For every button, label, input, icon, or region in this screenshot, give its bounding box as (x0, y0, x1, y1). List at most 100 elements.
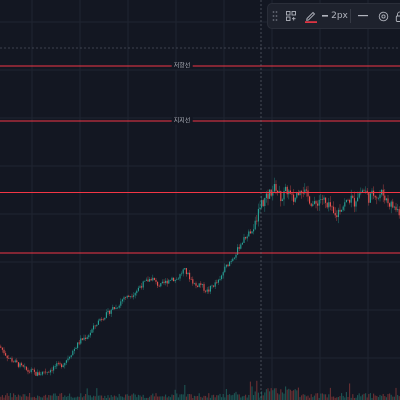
volume-bar (339, 396, 341, 400)
settings-icon[interactable] (373, 4, 393, 28)
candle-body (246, 236, 248, 239)
select-template-icon[interactable] (282, 4, 300, 28)
candle-body (48, 371, 50, 373)
candle-body (398, 209, 400, 216)
volume-bar (75, 397, 77, 400)
volume-bar (206, 397, 208, 400)
toolbar-divider (350, 9, 351, 23)
candle-body (323, 197, 325, 200)
volume-bar (323, 394, 325, 400)
volume-bar (203, 395, 205, 400)
candle-body (214, 282, 216, 287)
candle-body (278, 191, 280, 193)
volume-bar (313, 395, 315, 400)
volume-bar (365, 393, 367, 400)
volume-bar (181, 394, 183, 400)
volume-bar (366, 397, 368, 400)
volume-bar (309, 397, 311, 400)
candle-body (150, 279, 152, 281)
candle-body (217, 279, 219, 283)
drag-handle-icon[interactable] (268, 4, 282, 28)
volume-bar (89, 395, 91, 400)
volume-bar (153, 396, 155, 400)
candle-body (43, 371, 45, 373)
volume-bar (272, 390, 274, 400)
volume-bar (265, 389, 267, 400)
candle-body (232, 258, 234, 261)
candle-body (216, 282, 218, 283)
volume-bar (305, 396, 307, 400)
volume-bar (217, 395, 219, 400)
candle-body (134, 293, 136, 296)
candle-body (155, 279, 157, 282)
candle-body (211, 285, 213, 287)
volume-bar (86, 388, 88, 400)
volume-bar (155, 393, 157, 400)
volume-bar (373, 393, 375, 400)
volume-bar (209, 397, 211, 400)
volume-bars (0, 380, 400, 400)
candle-body (297, 192, 299, 196)
candle-body (304, 189, 306, 194)
candle-body (5, 353, 7, 356)
volume-bar (56, 395, 58, 400)
volume-bar (85, 394, 87, 400)
candle-body (329, 202, 331, 207)
candle-body (85, 337, 87, 339)
volume-bar (139, 395, 141, 400)
volume-bar (360, 396, 362, 400)
volume-bar (357, 395, 359, 400)
candle-body (305, 189, 307, 191)
volume-bar (312, 397, 314, 400)
candle-body (78, 342, 80, 344)
volume-bar (126, 394, 128, 400)
volume-bar (198, 393, 200, 400)
volume-bar (361, 394, 363, 400)
candle-body (17, 362, 19, 367)
candle-body (317, 203, 319, 206)
candle-body (142, 281, 144, 288)
candle-body (77, 342, 79, 348)
candle-body (70, 355, 72, 357)
candle-body (86, 337, 88, 339)
candle-body (275, 184, 277, 191)
candle-body (67, 358, 69, 361)
volume-bar (352, 394, 354, 400)
candle-body (241, 242, 243, 245)
candle-body (102, 319, 104, 321)
candle-body (72, 350, 74, 356)
pen-color-icon[interactable] (300, 4, 322, 28)
volume-bar (291, 390, 293, 400)
line-width-button[interactable]: 2px (322, 4, 348, 28)
line-style-icon[interactable] (353, 4, 373, 28)
volume-bar (189, 393, 191, 400)
candle-body (321, 199, 323, 200)
candle-body (1, 347, 3, 350)
candle-body (101, 319, 103, 320)
volume-bar (243, 395, 245, 400)
volume-bar (221, 397, 223, 400)
candle-body (224, 266, 226, 273)
lock-icon[interactable] (393, 4, 400, 28)
candle-body (272, 191, 274, 196)
volume-bar (237, 394, 239, 400)
candle-body (341, 209, 343, 212)
candle-body (397, 209, 399, 211)
candle-body (30, 369, 32, 372)
candle-body (325, 197, 327, 203)
volume-bar (280, 389, 282, 400)
candle-body (221, 275, 223, 280)
horizontal-lines[interactable] (0, 65, 400, 254)
candle-body (222, 272, 224, 276)
volume-bar (3, 397, 5, 400)
volume-bar (45, 394, 47, 400)
candle-body (389, 203, 391, 207)
candle-body (245, 237, 247, 239)
volume-bar (385, 397, 387, 400)
candle-body (81, 338, 83, 340)
candle-body (230, 260, 232, 262)
volume-bar (30, 397, 32, 400)
candle-body (163, 281, 165, 283)
